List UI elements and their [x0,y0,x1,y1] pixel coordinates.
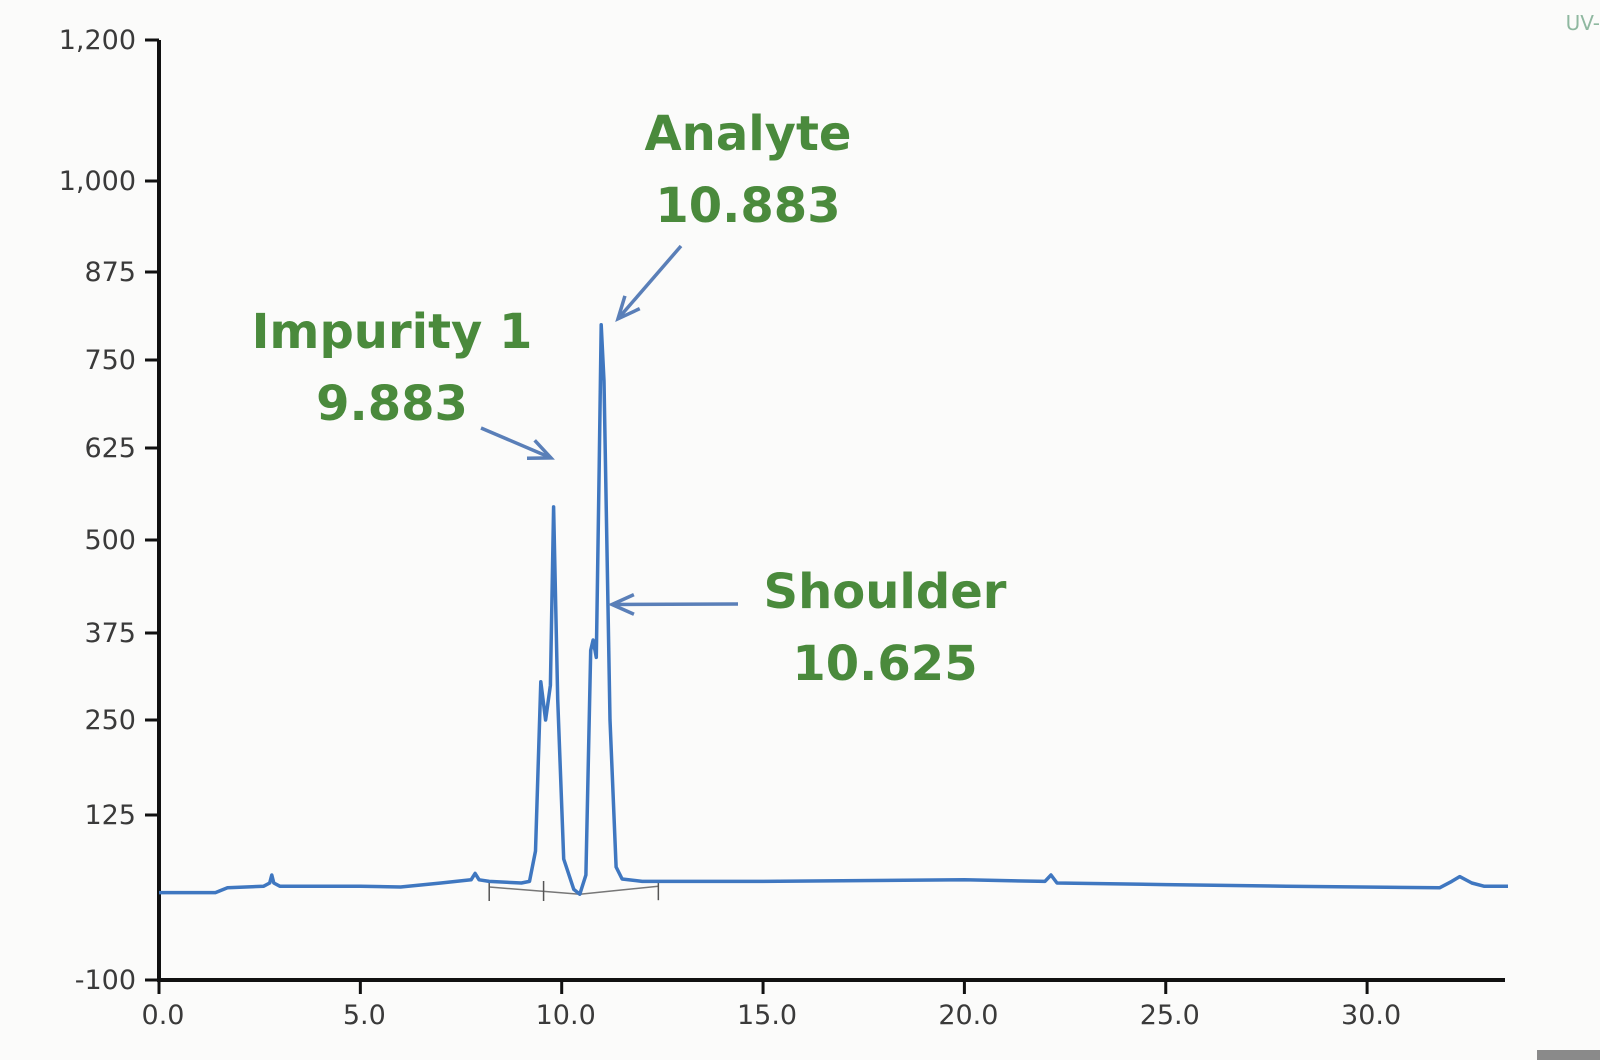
annotation-label: 10.883 [655,178,840,234]
annotation-label: Analyte [645,106,852,162]
x-tick-label: 30.0 [1341,1000,1401,1031]
annotation-arrow-shaft [616,244,683,320]
annotation-label: Shoulder [764,564,1007,620]
y-tick-label: 500 [84,525,136,556]
x-tick-label: 0.0 [142,1000,185,1031]
x-tick-label: 15.0 [737,1000,797,1031]
y-tick-label: 1,200 [59,25,136,56]
y-tick-label: 1,000 [59,166,136,197]
annotations: Analyte 10.883 Impurity 1 9.883 Shoulder 10.6… [252,106,1007,692]
x-ticks: 0.0 5.0 10.0 15.0 20.0 25.0 30.0 [142,980,1401,1031]
y-tick-label: 875 [84,257,136,288]
annotation-label: Impurity 1 [252,304,533,360]
y-tick-label: 375 [84,618,136,649]
y-tick-label: -100 [75,965,136,996]
y-ticks: -100 125 250 375 500 625 750 875 1,000 1,200 [59,25,159,996]
series-layer [159,323,1508,896]
y-tick-label: 750 [84,345,136,376]
corner-scrollbar-fragment [1537,1050,1600,1060]
annotation-arrow-head [607,593,635,616]
annotation-label: 9.883 [316,376,468,432]
y-tick-label: 125 [84,800,136,831]
x-tick-label: 5.0 [343,1000,386,1031]
x-tick-label: 10.0 [536,1000,596,1031]
annotation-arrow-shaft [480,426,552,460]
annotation-label: 10.625 [792,636,977,692]
x-tick-label: 25.0 [1140,1000,1200,1031]
y-tick-label: 250 [84,705,136,736]
series-line [159,323,1508,896]
annotation-arrow-head [526,439,555,461]
corner-tag: UV- [1566,11,1600,35]
y-tick-label: 625 [84,433,136,464]
annotation-arrow-shaft [611,602,739,607]
axes [157,40,1505,982]
x-tick-label: 20.0 [938,1000,998,1031]
annotation-arrow-head [615,295,641,323]
